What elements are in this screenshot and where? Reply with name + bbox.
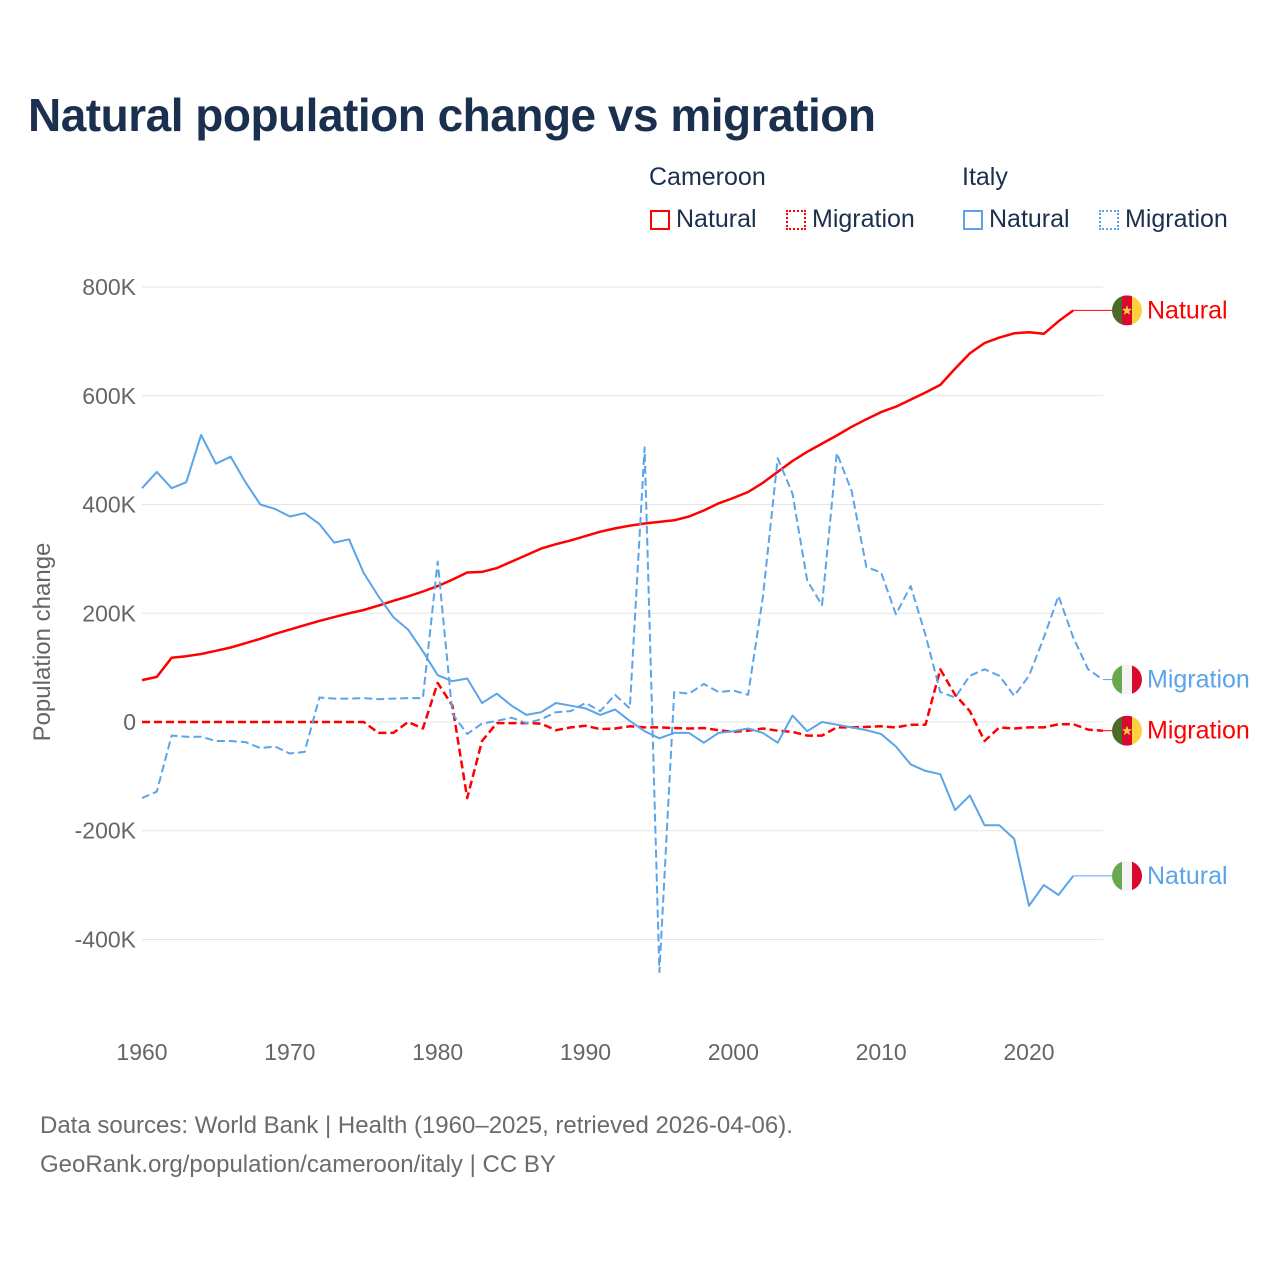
- footer: Data sources: World Bank | Health (1960–…: [40, 1106, 793, 1184]
- y-tick-label: -400K: [75, 926, 137, 952]
- legend-group-cameroon: Cameroon: [649, 163, 766, 191]
- y-tick-label: 0: [123, 709, 136, 735]
- chart-title: Natural population change vs migration: [28, 89, 876, 141]
- x-tick-label: 1960: [116, 1039, 167, 1065]
- legend-label: Natural: [989, 205, 1070, 233]
- y-tick-label: 600K: [82, 383, 136, 409]
- series-line-cameroon-natural: [141, 309, 1075, 682]
- legend-label: Migration: [812, 205, 915, 233]
- legend-swatch-dotted: [1099, 209, 1119, 230]
- series-end-label: Natural: [1147, 862, 1228, 890]
- legend-swatch-solid: [650, 209, 670, 230]
- italy-flag-icon: [1112, 665, 1142, 695]
- legend-label: Natural: [676, 205, 757, 233]
- series-end-label: Migration: [1147, 717, 1250, 745]
- y-tick-label: 400K: [82, 492, 136, 518]
- x-tick-label: 2000: [708, 1039, 759, 1065]
- legend-italy-natural[interactable]: Natural: [963, 205, 1070, 234]
- x-tick-label: 2010: [856, 1039, 907, 1065]
- footer-sources: Data sources: World Bank | Health (1960–…: [40, 1112, 793, 1139]
- cameroon-flag-icon: [1112, 295, 1142, 325]
- series-line-italy-natural: [141, 433, 1075, 907]
- footer-link[interactable]: GeoRank.org/population/cameroon/italy | …: [40, 1151, 556, 1178]
- x-tick-label: 2020: [1003, 1039, 1054, 1065]
- y-tick-label: -200K: [75, 818, 137, 844]
- legend-group-italy: Italy: [962, 163, 1008, 191]
- y-axis-label: Population change: [29, 543, 56, 742]
- x-tick-label: 1990: [560, 1039, 611, 1065]
- x-tick-label: 1970: [264, 1039, 315, 1065]
- x-tick-label: 1980: [412, 1039, 463, 1065]
- italy-flag-icon: [1112, 861, 1142, 891]
- legend-label: Migration: [1125, 205, 1228, 233]
- y-tick-label: 800K: [82, 274, 136, 300]
- series-end-label: Natural: [1147, 296, 1228, 324]
- legend-swatch-dotted: [786, 209, 806, 230]
- legend-italy-migration[interactable]: Migration: [1099, 205, 1228, 234]
- legend-cameroon-natural[interactable]: Natural: [650, 205, 757, 234]
- legend-swatch-solid: [963, 209, 983, 230]
- series-end-label: Migration: [1147, 666, 1250, 694]
- cameroon-flag-icon: [1112, 716, 1142, 746]
- legend-cameroon-migration[interactable]: Migration: [786, 205, 915, 234]
- series-line-cameroon-migration: [142, 668, 1103, 800]
- y-tick-label: 200K: [82, 600, 136, 626]
- series-line-italy-migration: [141, 446, 1104, 974]
